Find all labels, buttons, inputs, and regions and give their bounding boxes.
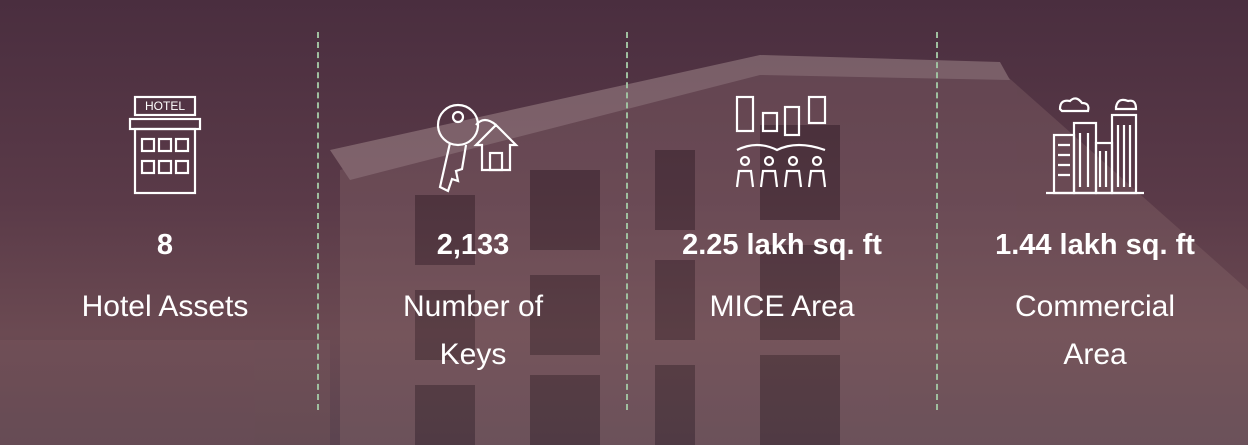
- stat-value: 1.44 lakh sq. ft: [995, 227, 1195, 263]
- icon-text: HOTEL: [145, 99, 185, 113]
- stat-value: 2,133: [437, 227, 510, 263]
- infographic: HOTEL 8 Hotel Assets 2,133 Number of Key…: [0, 0, 1248, 445]
- stat-card: 1.44 lakh sq. ft Commercial Area: [940, 0, 1248, 445]
- stat-label: MICE Area: [709, 283, 854, 331]
- mice-icon: [727, 95, 837, 195]
- stat-value: 8: [157, 227, 173, 263]
- keys-icon: [418, 95, 528, 195]
- stat-card: 2,133 Number of Keys: [318, 0, 628, 445]
- stat-value: 2.25 lakh sq. ft: [682, 227, 882, 263]
- stat-label: Hotel Assets: [82, 283, 249, 331]
- commercial-icon: [1040, 95, 1150, 195]
- stat-label: Commercial Area: [995, 283, 1195, 379]
- hotel-icon: HOTEL: [110, 95, 220, 195]
- stat-label: Number of Keys: [373, 283, 573, 379]
- stat-card: 2.25 lakh sq. ft MICE Area: [627, 0, 937, 445]
- stat-card: HOTEL 8 Hotel Assets: [10, 0, 320, 445]
